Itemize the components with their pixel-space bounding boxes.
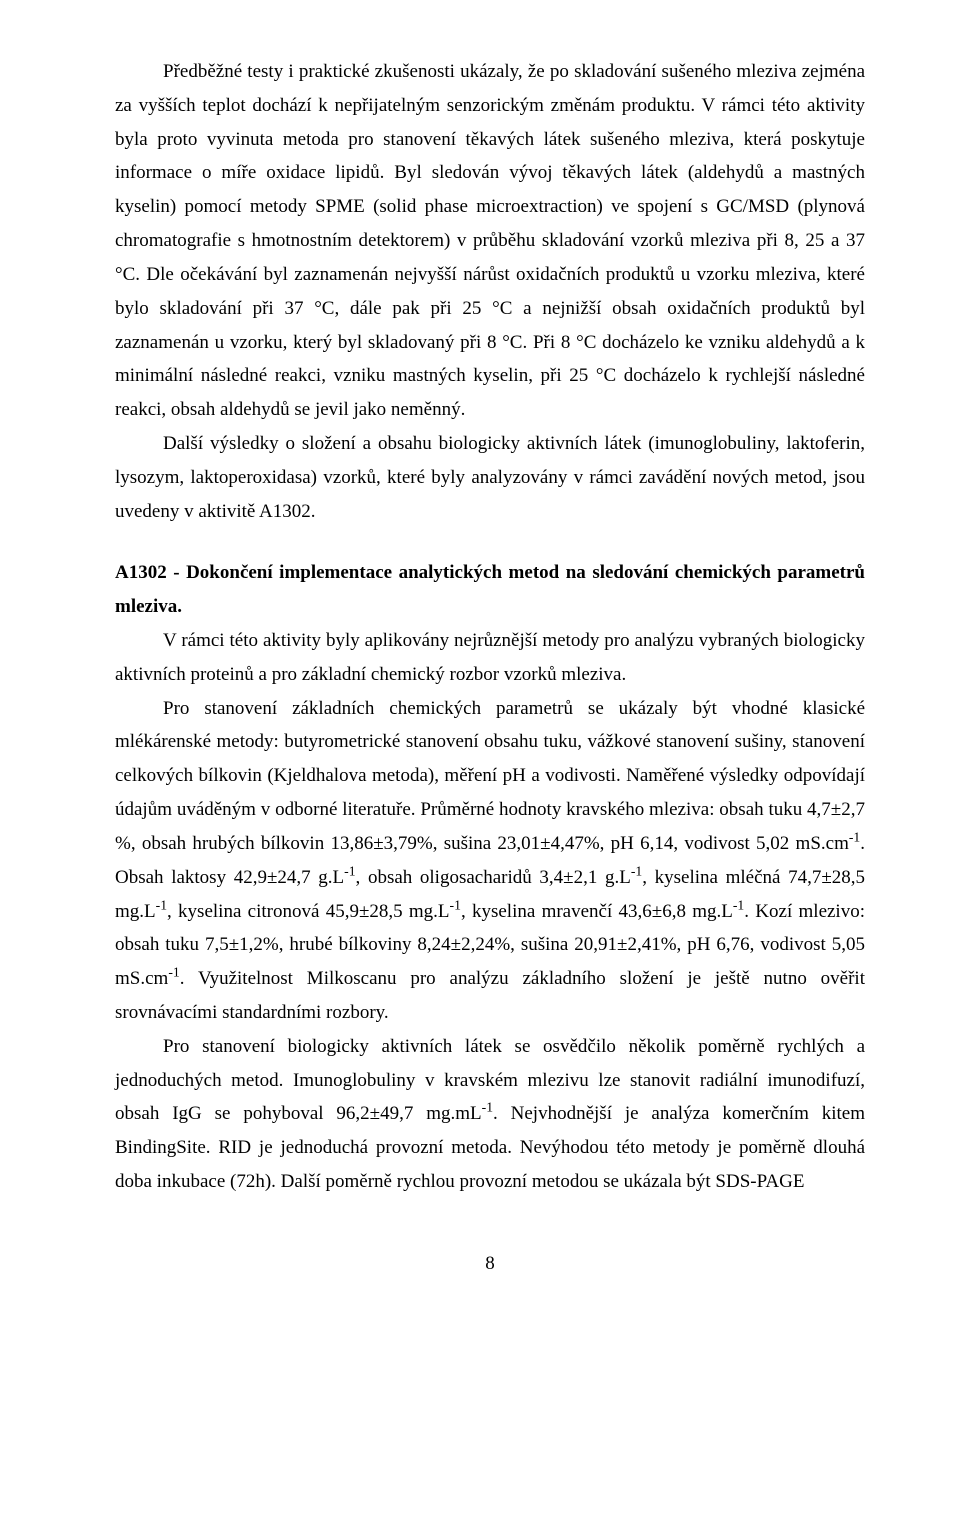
paragraph-2: Další výsledky o složení a obsahu biolog… bbox=[115, 427, 865, 528]
paragraph-1: Předběžné testy i praktické zkušenosti u… bbox=[115, 55, 865, 427]
section-heading-a1302: A1302 - Dokončení implementace analytick… bbox=[115, 556, 865, 624]
paragraph-3: V rámci této aktivity byly aplikovány ne… bbox=[115, 624, 865, 692]
paragraph-5: Pro stanovení biologicky aktivních látek… bbox=[115, 1030, 865, 1199]
page-content: Předběžné testy i praktické zkušenosti u… bbox=[0, 0, 960, 1321]
page-number: 8 bbox=[115, 1247, 865, 1281]
paragraph-4: Pro stanovení základních chemických para… bbox=[115, 692, 865, 1030]
